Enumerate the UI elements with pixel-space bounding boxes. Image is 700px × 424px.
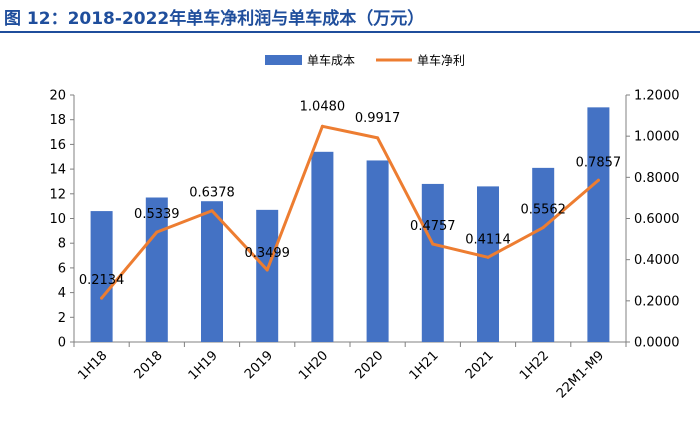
- x-tick-label: 2019: [242, 348, 276, 382]
- net-profit-point: [210, 209, 214, 213]
- y-right-tick-label: 0.2000: [634, 294, 680, 309]
- net-profit-data-label: 0.4114: [465, 232, 511, 247]
- y-right-tick-label: 0.8000: [634, 171, 680, 186]
- net-profit-point: [486, 255, 490, 259]
- net-profit-point: [596, 178, 600, 182]
- chart-legend: 单车成本 单车净利: [265, 53, 465, 68]
- net-profit-point: [431, 242, 435, 246]
- net-profit-point: [265, 268, 269, 272]
- net-profit-data-label: 1.0480: [300, 99, 346, 114]
- data-labels: 0.2134 0.5339 0.6378 0.3499 1.0480 0.9917 0.47…: [79, 99, 621, 288]
- y-left-tick-label: 18: [49, 113, 66, 128]
- net-profit-point: [155, 230, 159, 234]
- y-right-tick-label: 0.6000: [634, 212, 680, 227]
- cost-bar: [477, 186, 499, 342]
- net-profit-point: [100, 296, 104, 300]
- cost-bar: [90, 211, 113, 342]
- x-tick-label: 2020: [352, 348, 386, 382]
- cost-bar: [532, 167, 555, 342]
- net-profit-data-label: 0.5562: [520, 203, 566, 218]
- net-profit-point: [541, 226, 545, 230]
- x-tick-label: 22M1-M9: [554, 348, 607, 401]
- figure-header: 图 12：2018-2022年单车净利润与单车成本（万元）: [0, 0, 700, 34]
- cost-bar: [421, 183, 444, 342]
- bar-series: [90, 107, 610, 342]
- y-left-tick-label: 14: [49, 163, 66, 178]
- x-tick-label: 2021: [463, 348, 497, 382]
- net-profit-point: [376, 136, 380, 140]
- header-rule: [0, 31, 700, 33]
- cost-bar: [587, 107, 610, 342]
- y-right-tick-label: 1.2000: [634, 89, 680, 104]
- combo-chart: 单车成本 单车净利 0 2 4 6 8 10 12 14 16 18 20 0.0000 0.2000 0.…: [49, 53, 680, 402]
- y-left-tick-label: 10: [49, 212, 66, 227]
- net-profit-line: [100, 124, 600, 300]
- y-left-tick-label: 20: [49, 89, 66, 104]
- line-series: [100, 124, 600, 300]
- net-profit-data-label: 0.2134: [79, 273, 125, 288]
- legend-label-cost: 单车成本: [307, 53, 355, 68]
- legend-label-profit: 单车净利: [417, 53, 465, 68]
- y-left-tick-label: 8: [58, 237, 66, 252]
- legend-bar-swatch: [265, 55, 302, 65]
- y-left-tick-label: 12: [49, 187, 66, 202]
- y-left-tick-label: 16: [49, 138, 66, 153]
- y-left-tick-label: 6: [58, 261, 66, 276]
- x-tick-label: 1H21: [407, 348, 442, 383]
- x-tick-label: 1H18: [75, 348, 110, 383]
- cost-bar: [366, 160, 389, 342]
- y-left-tick-label: 0: [58, 336, 66, 351]
- net-profit-data-label: 0.5339: [134, 207, 180, 222]
- x-tick-label: 1H20: [296, 348, 331, 383]
- cost-bar: [256, 209, 279, 342]
- y-right-tick-label: 0.0000: [634, 336, 680, 351]
- x-tick-label: 1H19: [186, 348, 221, 383]
- net-profit-data-label: 0.7857: [576, 155, 622, 170]
- figure-title: 图 12：2018-2022年单车净利润与单车成本（万元）: [4, 9, 425, 29]
- y-right-tick-label: 1.0000: [634, 130, 680, 145]
- x-tick-label: 1H22: [517, 348, 552, 383]
- net-profit-point: [320, 124, 324, 128]
- net-profit-data-label: 0.3499: [244, 246, 290, 261]
- cost-bar: [311, 151, 334, 342]
- y-left-tick-label: 4: [58, 286, 66, 301]
- x-tick-label: 2018: [132, 348, 166, 382]
- y-right-tick-label: 0.4000: [634, 253, 680, 268]
- y-left-tick-label: 2: [58, 311, 66, 326]
- cost-bar: [201, 201, 223, 342]
- net-profit-data-label: 0.4757: [410, 219, 456, 234]
- cost-bar: [145, 197, 168, 342]
- net-profit-data-label: 0.9917: [355, 111, 401, 126]
- net-profit-data-label: 0.6378: [189, 186, 235, 201]
